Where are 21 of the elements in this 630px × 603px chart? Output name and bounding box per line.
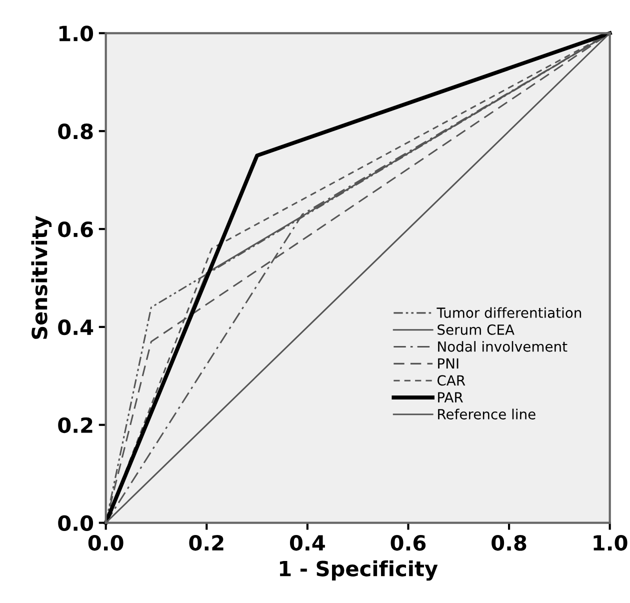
- x-tick-label: 0.6: [390, 534, 426, 551]
- legend-label: Nodal involvement: [438, 341, 568, 352]
- y-tick-label: 0.8: [58, 124, 93, 140]
- x-tick-label: 0.4: [290, 534, 325, 551]
- y-tick-label: 0.2: [58, 417, 92, 434]
- legend-label: PNI: [438, 358, 458, 369]
- y-axis-title: Sensitivity: [31, 216, 52, 339]
- legend-label: Tumor differentiation: [436, 307, 582, 318]
- x-axis-title: 1 - Specificity: [280, 560, 438, 581]
- x-tick-label: 0.2: [189, 534, 224, 551]
- x-tick-label: 0.8: [492, 534, 526, 551]
- y-tick-label: 0.4: [58, 319, 94, 336]
- legend-label: Reference line: [438, 408, 536, 420]
- y-tick-label: 0.6: [58, 221, 93, 238]
- x-tick-label: 0.0: [88, 534, 124, 551]
- legend-label: Serum CEA: [438, 324, 514, 335]
- y-tick-label: 1.0: [59, 26, 94, 42]
- legend-label: CAR: [438, 375, 466, 386]
- y-tick-label: 0.0: [58, 515, 94, 532]
- legend-label: PAR: [438, 392, 463, 402]
- x-tick-label: 1.0: [594, 534, 628, 551]
